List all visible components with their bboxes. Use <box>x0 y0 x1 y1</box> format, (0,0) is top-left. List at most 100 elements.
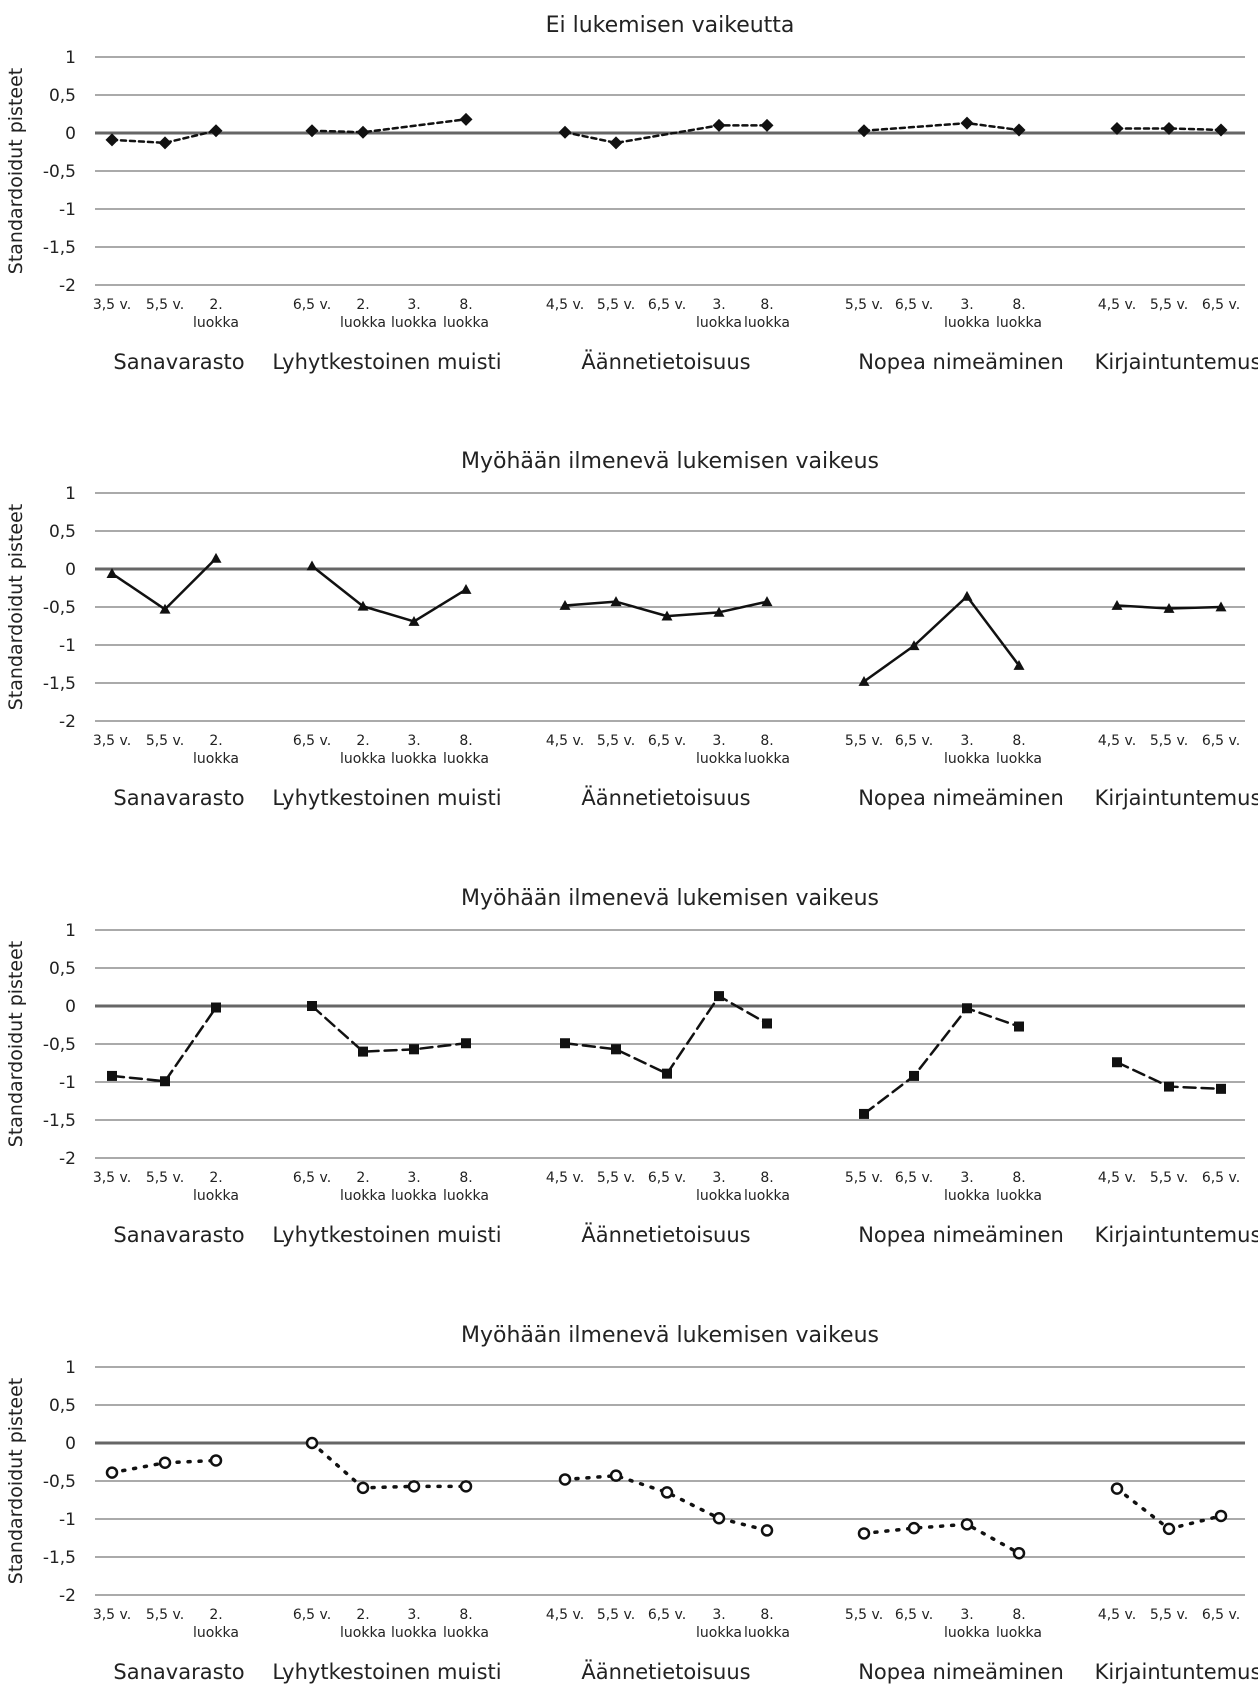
x-tick-label: luokka <box>944 315 990 331</box>
x-tick-label: luokka <box>696 751 742 767</box>
chart-title: Myöhään ilmenevä lukemisen vaikeus <box>461 1323 879 1348</box>
data-point <box>714 991 724 1002</box>
x-tick-label: 3. <box>712 733 725 749</box>
y-tick-label: -1,5 <box>43 1111 76 1131</box>
x-tick-label: 6,5 v. <box>648 1170 686 1186</box>
category-group-label: Nopea nimeäminen <box>858 1660 1064 1684</box>
y-axis-label: Standardoidut pisteet <box>5 1378 27 1584</box>
data-point <box>760 1524 774 1537</box>
data-point <box>305 124 319 138</box>
data-point <box>611 1044 621 1055</box>
data-point <box>1216 1083 1226 1094</box>
x-tick-label: 3,5 v. <box>93 1607 131 1623</box>
category-group-label: Nopea nimeäminen <box>858 1223 1064 1247</box>
y-tick-label: 0 <box>65 1434 76 1454</box>
x-tick-label: 6,5 v. <box>895 1170 933 1186</box>
x-tick-label: 3. <box>712 297 725 313</box>
x-tick-label: 6,5 v. <box>1202 1170 1240 1186</box>
x-tick-label: luokka <box>996 1625 1042 1641</box>
x-tick-label: 3. <box>407 1607 420 1623</box>
data-point <box>713 606 725 617</box>
y-axis-label: Standardoidut pisteet <box>5 941 27 1147</box>
x-tick-label: 8. <box>760 733 773 749</box>
x-tick-label: 3. <box>712 1170 725 1186</box>
series-line <box>110 557 218 611</box>
data-point <box>460 584 472 594</box>
data-point <box>459 112 473 126</box>
data-point <box>712 1511 726 1525</box>
x-tick-label: luokka <box>944 1625 990 1641</box>
y-tick-label: 0 <box>65 997 76 1017</box>
y-tick-label: -1 <box>59 636 76 656</box>
x-tick-label: 3,5 v. <box>93 297 131 313</box>
x-tick-label: luokka <box>193 751 239 767</box>
series-line <box>862 595 1021 683</box>
x-tick-label: luokka <box>696 315 742 331</box>
y-tick-label: -2 <box>59 712 76 732</box>
data-point <box>356 125 370 139</box>
x-tick-label: luokka <box>696 1625 742 1641</box>
category-group-label: Sanavarasto <box>113 786 244 810</box>
data-point <box>1014 1021 1024 1032</box>
data-point <box>660 1486 674 1499</box>
x-tick-label: 5,5 v. <box>146 733 184 749</box>
data-point <box>859 1108 869 1119</box>
x-tick-label: 6,5 v. <box>1202 1607 1240 1623</box>
x-tick-label: luokka <box>443 315 489 331</box>
data-point <box>106 568 118 578</box>
y-tick-label: -1 <box>59 200 76 220</box>
x-tick-label: 5,5 v. <box>597 1170 635 1186</box>
x-tick-label: 8. <box>760 1170 773 1186</box>
x-tick-label: 5,5 v. <box>597 297 635 313</box>
data-point <box>307 1001 317 1011</box>
x-tick-label: 8. <box>760 1607 773 1623</box>
x-tick-label: 4,5 v. <box>1098 1607 1136 1623</box>
x-tick-label: 3. <box>960 733 973 749</box>
data-point <box>1013 660 1025 670</box>
x-tick-label: luokka <box>996 751 1042 767</box>
category-group-label: Kirjaintuntemus <box>1095 1223 1258 1247</box>
y-tick-label: -1,5 <box>43 674 76 694</box>
data-point <box>459 1480 473 1493</box>
data-point <box>305 1436 319 1450</box>
x-tick-label: 5,5 v. <box>1150 297 1188 313</box>
x-tick-label: 5,5 v. <box>1150 733 1188 749</box>
x-tick-label: 6,5 v. <box>1202 297 1240 313</box>
x-tick-label: 6,5 v. <box>895 1607 933 1623</box>
x-tick-label: 2. <box>209 733 222 749</box>
x-tick-label: 8. <box>1012 297 1025 313</box>
data-point <box>762 1018 772 1029</box>
x-tick-label: 5,5 v. <box>845 297 883 313</box>
data-point <box>559 599 571 610</box>
data-point <box>609 136 623 150</box>
x-tick-label: luokka <box>744 1625 790 1641</box>
x-tick-label: 6,5 v. <box>293 297 331 313</box>
y-tick-label: -1 <box>59 1510 76 1530</box>
x-tick-label: 2. <box>209 1170 222 1186</box>
series-line <box>310 1004 468 1053</box>
x-tick-label: 3,5 v. <box>93 1170 131 1186</box>
data-point <box>408 615 420 626</box>
chart-title: Myöhään ilmenevä lukemisen vaikeus <box>461 886 879 911</box>
y-tick-label: 0,5 <box>49 522 76 542</box>
y-tick-label: -0,5 <box>43 598 76 618</box>
data-point <box>960 116 974 130</box>
series-line <box>310 118 468 134</box>
x-tick-label: 3. <box>712 1607 725 1623</box>
data-point <box>662 1068 672 1079</box>
x-tick-label: luokka <box>340 751 386 767</box>
x-tick-label: 8. <box>459 733 472 749</box>
data-point <box>105 1466 119 1479</box>
x-tick-label: 5,5 v. <box>146 297 184 313</box>
category-group-label: Äännetietoisuus <box>581 349 750 374</box>
data-point <box>1163 603 1175 613</box>
category-group-label: Sanavarasto <box>113 1660 244 1684</box>
y-tick-label: -2 <box>59 1149 76 1169</box>
x-tick-label: 3. <box>407 1170 420 1186</box>
data-point <box>1214 1509 1228 1523</box>
x-tick-label: 5,5 v. <box>1150 1607 1188 1623</box>
y-tick-label: -0,5 <box>43 162 76 182</box>
x-tick-label: 2. <box>356 1607 369 1623</box>
panel-4: Myöhään ilmenevä lukemisen vaikeus Standa… <box>5 1323 1258 1684</box>
